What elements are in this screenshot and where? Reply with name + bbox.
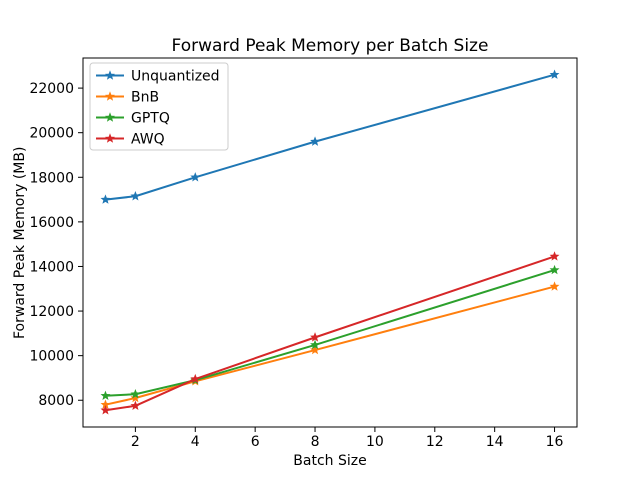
legend-label-awq: AWQ [131, 132, 165, 148]
chart-title: Forward Peak Memory per Batch Size [171, 36, 489, 56]
x-tick-label: 6 [251, 434, 260, 450]
series-marker-bnb [130, 392, 141, 403]
y-tick-label: 20000 [29, 126, 74, 142]
y-tick-label: 8000 [38, 393, 74, 409]
series-marker-bnb [310, 344, 320, 355]
series-marker-unquantized [130, 191, 141, 201]
x-axis-label: Batch Size [293, 453, 367, 469]
y-tick-label: 10000 [29, 349, 74, 365]
legend-frame [89, 62, 229, 151]
series-marker-awq [100, 405, 111, 415]
series-marker-awq [549, 251, 560, 261]
series-marker-unquantized [190, 172, 201, 182]
y-tick-label: 14000 [29, 259, 74, 275]
legend-label-gptq: GPTQ [131, 111, 170, 127]
series-marker-unquantized [549, 69, 560, 79]
series-marker-gptq [549, 264, 560, 275]
y-tick-label: 18000 [29, 170, 74, 186]
legend-label-unquantized: Unquantized [131, 69, 220, 85]
y-tick-label: 12000 [29, 304, 74, 320]
y-tick-label: 22000 [29, 81, 74, 97]
series-marker-gptq [100, 390, 111, 400]
series-marker-awq [130, 400, 141, 411]
x-tick-label: 4 [191, 434, 200, 450]
legend-label-bnb: BnB [131, 90, 159, 106]
series-marker-awq [310, 332, 320, 342]
series-marker-gptq [310, 339, 320, 350]
x-tick-label: 14 [486, 434, 504, 450]
legend-marker-gptq [105, 112, 115, 122]
x-tick-label: 12 [426, 434, 444, 450]
legend-marker-awq [105, 133, 115, 143]
legend-marker-unquantized [105, 70, 115, 80]
series-marker-awq [190, 373, 201, 384]
x-tick-label: 16 [546, 434, 564, 450]
y-tick-label: 16000 [29, 215, 74, 231]
legend-marker-bnb [105, 91, 115, 101]
x-tick-label: 8 [311, 434, 320, 450]
series-marker-bnb [100, 399, 111, 409]
x-tick-label: 10 [366, 434, 384, 450]
series-marker-gptq [130, 389, 141, 399]
series-marker-bnb [549, 281, 560, 291]
series-line-bnb [105, 285, 555, 406]
x-tick-label: 2 [131, 434, 140, 450]
axes-frame [82, 57, 578, 428]
series-marker-unquantized [100, 194, 111, 204]
series-marker-unquantized [310, 136, 320, 146]
